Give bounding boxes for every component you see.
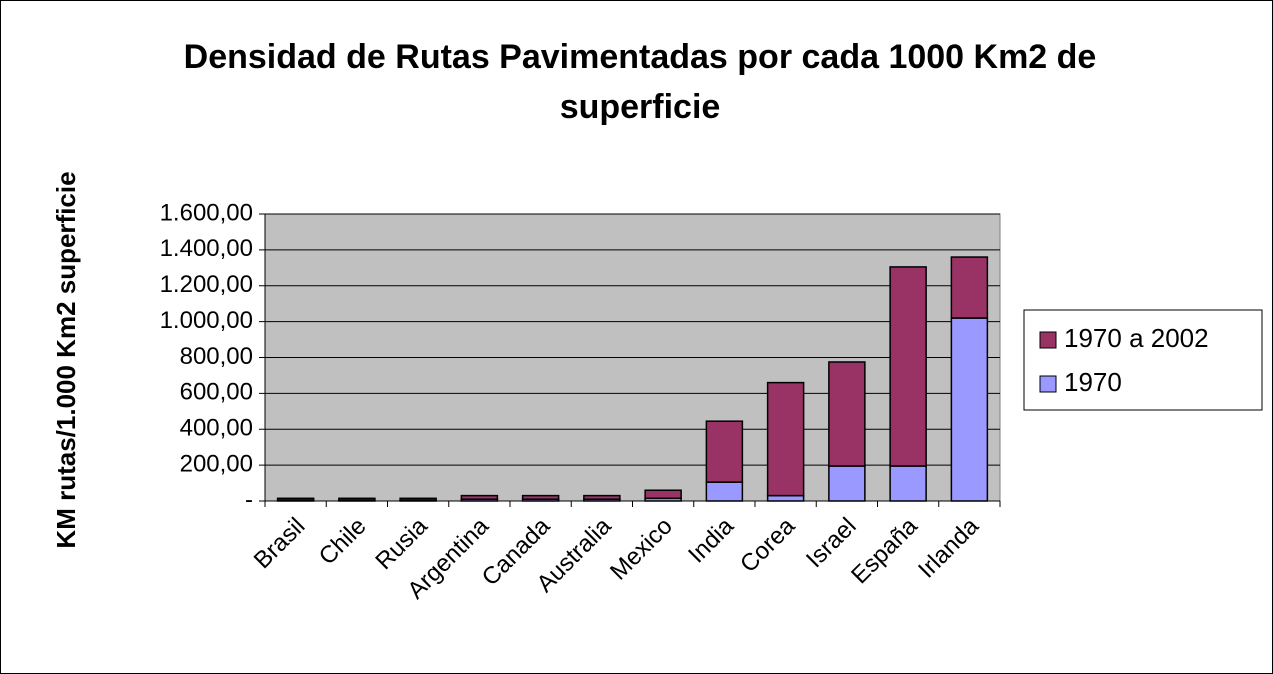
y-tick-label: - (245, 486, 253, 513)
y-tick-label: 1.000,00 (160, 307, 253, 334)
legend-box (1023, 309, 1263, 411)
legend-label: 1970 (1064, 367, 1122, 397)
bar-segment (338, 497, 376, 501)
y-tick-label: 800,00 (180, 343, 253, 370)
y-tick-label: 600,00 (180, 379, 253, 406)
y-tick-label: 200,00 (180, 450, 253, 477)
y-tick-label: 1.600,00 (160, 199, 253, 226)
bar-segment (889, 465, 927, 502)
bar-segment (950, 256, 989, 319)
y-axis-label: KM rutas/1.000 Km2 superficie (51, 171, 81, 548)
bar-segment (766, 494, 805, 502)
bar-segment (399, 497, 437, 501)
bar-segment (521, 494, 560, 500)
y-tick-label: 1.200,00 (160, 271, 253, 298)
bar-segment (828, 361, 866, 467)
bar-segment (705, 420, 744, 483)
bar-segment (889, 266, 927, 467)
legend-label: 1970 a 2002 (1064, 323, 1209, 353)
bar-segment (644, 489, 682, 500)
y-tick-label: 400,00 (180, 415, 253, 442)
chart-title: Densidad de Rutas Pavimentadas por cada … (183, 38, 1097, 126)
bar-segment (460, 494, 499, 500)
bar-segment (950, 317, 989, 502)
bar-segment (828, 465, 866, 502)
bar-segment (583, 494, 621, 500)
bar-segment (705, 481, 744, 502)
y-tick-label: 1.400,00 (160, 235, 253, 262)
bar-segment (276, 497, 315, 501)
legend-swatch (1039, 375, 1057, 393)
bar-segment (766, 381, 805, 497)
legend-swatch (1039, 331, 1057, 349)
